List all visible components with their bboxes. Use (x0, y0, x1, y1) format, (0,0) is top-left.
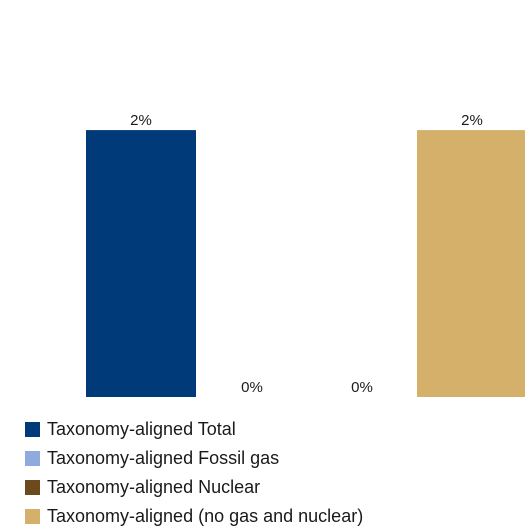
legend-item-no-gas-nuclear: Taxonomy-aligned (no gas and nuclear) (25, 504, 363, 528)
chart-legend: Taxonomy-aligned Total Taxonomy-aligned … (25, 417, 363, 528)
bar-no-gas-nuclear (417, 130, 525, 397)
legend-item-total: Taxonomy-aligned Total (25, 417, 363, 441)
legend-item-nuclear: Taxonomy-aligned Nuclear (25, 475, 363, 499)
legend-label-total: Taxonomy-aligned Total (47, 418, 236, 439)
legend-swatch-nuclear (25, 479, 40, 495)
legend-swatch-total (25, 421, 40, 437)
legend-item-fossil-gas: Taxonomy-aligned Fossil gas (25, 446, 363, 470)
legend-label-fossil-gas: Taxonomy-aligned Fossil gas (47, 447, 280, 468)
legend-label-nuclear: Taxonomy-aligned Nuclear (47, 476, 261, 497)
data-label-total: 2% (130, 112, 152, 129)
bar-chart: 2% 0% 0% 2% (86, 112, 525, 397)
legend-swatch-no-gas-nuclear (25, 508, 40, 524)
bar-total (86, 130, 196, 397)
data-label-nuclear: 0% (351, 379, 373, 396)
legend-swatch-fossil-gas (25, 450, 40, 466)
data-label-fossil-gas: 0% (241, 379, 263, 396)
legend-label-no-gas-nuclear: Taxonomy-aligned (no gas and nuclear) (47, 505, 364, 526)
data-label-no-gas-nuclear: 2% (461, 112, 483, 129)
